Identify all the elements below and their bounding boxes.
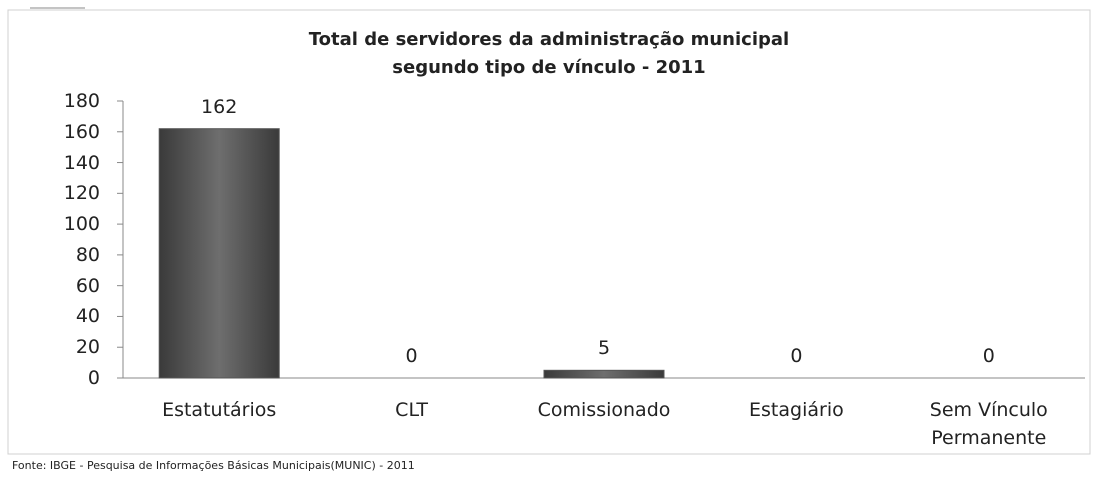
chart-title: segundo tipo de vínculo - 2011: [392, 57, 706, 78]
y-tick-label: 20: [75, 336, 100, 359]
data-label: 0: [982, 345, 995, 367]
data-label: 0: [790, 345, 803, 367]
chart-frame: [7, 9, 1091, 455]
data-label: 0: [405, 345, 418, 367]
y-tick-label: 60: [75, 274, 100, 297]
x-tick-label: CLT: [395, 399, 429, 421]
bar: [543, 369, 665, 379]
x-tick-label: Estatutários: [162, 399, 277, 421]
y-tick-label: 40: [75, 305, 100, 328]
x-tick-label: Sem Vínculo Permanente: [929, 399, 1048, 449]
y-tick-label: 80: [75, 243, 100, 266]
y-tick-label: 180: [63, 90, 100, 112]
data-label: 5: [597, 337, 611, 360]
y-tick-label: 120: [63, 182, 100, 205]
chart-title: Total de servidores da administração mun…: [308, 29, 790, 50]
x-tick-label: Estagiário: [749, 399, 844, 421]
source-note: Fonte: IBGE - Pesquisa de Informações Bá…: [12, 459, 415, 472]
y-tick-label: 140: [63, 151, 100, 174]
y-tick-label: 100: [63, 213, 100, 236]
y-tick-label: 0: [87, 367, 100, 389]
y-tick-label: 160: [63, 120, 100, 143]
x-tick-label: Comissionado: [537, 399, 671, 421]
data-label: 162: [201, 95, 238, 118]
bar: [158, 128, 280, 379]
